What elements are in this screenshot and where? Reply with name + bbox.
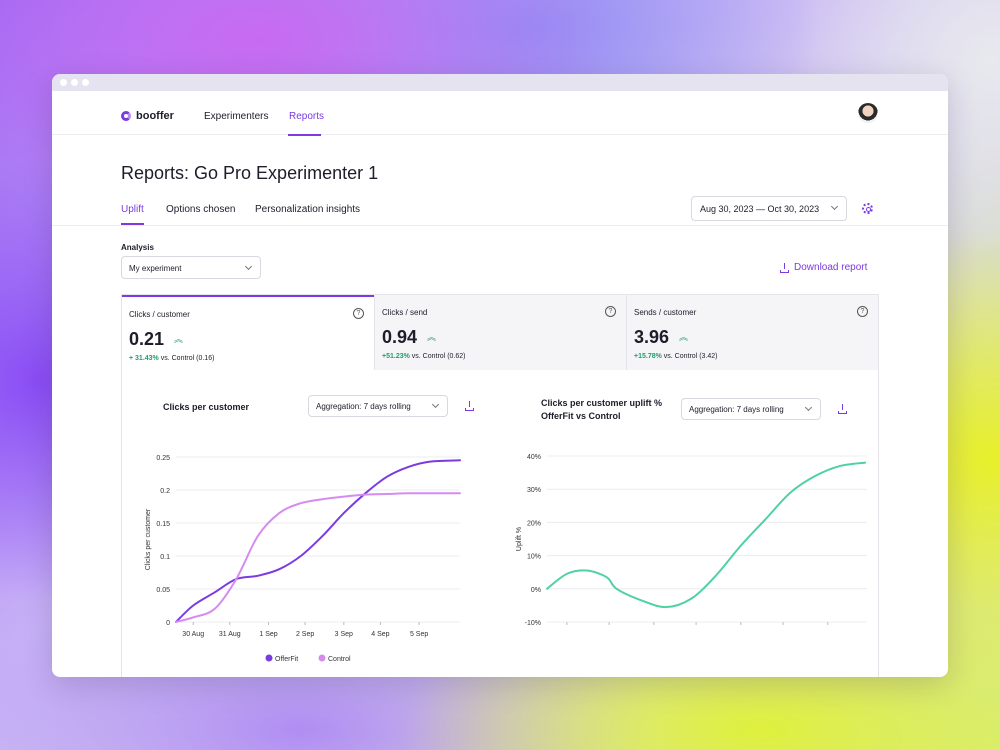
y-tick-label: 0.05	[156, 587, 170, 594]
chevron-down-icon	[830, 202, 839, 211]
y-tick-label: 10%	[527, 554, 541, 561]
y-tick-label: 0.2	[160, 488, 170, 495]
chevron-down-icon	[804, 403, 813, 412]
trend-up-icon: ︽	[679, 332, 689, 342]
metric-change-vs: vs. Control (0.16)	[160, 355, 215, 362]
logo-text: booffer	[136, 110, 174, 122]
metric-card-clicks-customer[interactable]: Clicks / customer ? 0.21 ︽ + 31.43% vs. …	[122, 295, 374, 370]
x-tick-label: 3 Sep	[335, 631, 353, 638]
window-dot[interactable]	[60, 79, 67, 86]
window-dot[interactable]	[82, 79, 89, 86]
y-tick-label: 0%	[531, 587, 541, 594]
metric-card-clicks-send[interactable]: Clicks / send ? 0.94 ︽ +51.23% vs. Contr…	[374, 295, 626, 370]
trend-up-icon: ︽	[427, 332, 437, 342]
help-icon[interactable]: ?	[605, 306, 616, 317]
metric-value: 3.96	[634, 327, 670, 347]
chevron-down-icon	[244, 262, 253, 271]
chart-title: Clicks per customer	[163, 402, 250, 412]
download-report-link[interactable]: Download report	[780, 262, 867, 273]
metric-title: Sends / customer	[634, 308, 697, 317]
metric-change: + 31.43% vs. Control (0.16)	[129, 355, 214, 362]
help-icon[interactable]: ?	[353, 308, 364, 319]
chevron-down-icon	[431, 400, 440, 409]
series-line-control	[175, 492, 461, 623]
y-tick-label: -10%	[525, 620, 541, 627]
metric-change: +15.78% vs. Control (3.42)	[634, 353, 717, 360]
metric-value: 0.21	[129, 329, 165, 349]
analysis-select[interactable]: My experiment	[121, 256, 261, 279]
metric-change-vs: vs. Control (0.62)	[411, 353, 466, 360]
tabs-divider	[52, 225, 948, 226]
x-tick-label: 4 Sep	[371, 631, 389, 638]
metric-cards: Clicks / customer ? 0.21 ︽ + 31.43% vs. …	[121, 294, 879, 370]
y-tick-label: 0	[166, 620, 170, 627]
y-tick-label: 20%	[527, 520, 541, 527]
tab-uplift[interactable]: Uplift	[121, 204, 144, 215]
aggregation-select[interactable]: Aggregation: 7 days rolling	[308, 395, 448, 417]
y-tick-label: 40%	[527, 454, 541, 461]
help-icon[interactable]: ?	[857, 306, 868, 317]
logo-icon	[121, 111, 131, 121]
y-axis-label: Uplift %	[516, 527, 523, 551]
y-tick-label: 0.15	[156, 521, 170, 528]
metric-change: +51.23% vs. Control (0.62)	[382, 353, 465, 360]
tab-active-indicator	[121, 223, 144, 225]
nav-link-reports[interactable]: Reports	[289, 111, 325, 122]
aggregation-value: Aggregation: 7 days rolling	[689, 405, 784, 414]
analysis-label: Analysis	[121, 243, 154, 252]
download-report-label: Download report	[794, 262, 868, 273]
nav-active-indicator	[288, 134, 321, 136]
date-range-value: Aug 30, 2023 — Oct 30, 2023	[700, 204, 820, 214]
browser-window: booffer Experimenters Reports Reports: G…	[52, 74, 948, 677]
tab-personalization-insights[interactable]: Personalization insights	[255, 204, 361, 215]
metric-change-pct: +51.23%	[382, 353, 410, 360]
legend-label: Control	[328, 656, 351, 663]
metric-title: Clicks / customer	[129, 310, 190, 319]
date-range-select[interactable]: Aug 30, 2023 — Oct 30, 2023	[691, 196, 847, 221]
metric-change-vs: vs. Control (3.42)	[663, 353, 718, 360]
aggregation-value: Aggregation: 7 days rolling	[316, 402, 411, 411]
chart-title: Clicks per customer uplift % OfferFit vs…	[541, 398, 663, 421]
x-tick-label: 31 Aug	[219, 631, 241, 638]
analysis-value: My experiment	[129, 264, 182, 273]
download-icon[interactable]	[465, 401, 474, 411]
top-nav: booffer Experimenters Reports	[52, 91, 948, 136]
download-icon	[780, 262, 789, 273]
x-tick-label: 2 Sep	[296, 631, 314, 638]
x-tick-label: 1 Sep	[259, 631, 277, 638]
avatar[interactable]	[858, 103, 878, 123]
series-line-offerfit	[175, 459, 461, 623]
charts-panel: Clicks per customer Aggregation: 7 days …	[121, 369, 879, 677]
legend-marker-control	[318, 654, 326, 662]
metric-change-pct: +15.78%	[634, 353, 662, 360]
tab-options-chosen[interactable]: Options chosen	[166, 204, 236, 215]
gear-icon[interactable]	[862, 203, 873, 214]
series-line-uplift	[546, 461, 867, 609]
legend-label: OfferFit	[275, 656, 298, 663]
metric-value: 0.94	[382, 327, 418, 347]
y-tick-label: 0.1	[160, 554, 170, 561]
logo[interactable]: booffer	[121, 110, 174, 122]
nav-link-experimenters[interactable]: Experimenters	[204, 111, 269, 122]
metric-card-sends-customer[interactable]: Sends / customer ? 3.96 ︽ +15.78% vs. Co…	[626, 295, 878, 370]
clicks-per-customer-chart: 0.25 0.2 0.15 0.1 0.05 0 30 Aug 31 Aug 1 Sep 2 Se…	[145, 455, 461, 663]
trend-up-icon: ︽	[174, 334, 184, 344]
x-tick-label: 30 Aug	[182, 631, 204, 638]
page-title: Reports: Go Pro Experimenter 1	[121, 163, 379, 183]
download-icon[interactable]	[838, 404, 847, 414]
legend-marker-offerfit	[265, 654, 273, 662]
y-axis-label: Clicks per customer	[145, 508, 152, 570]
aggregation-select[interactable]: Aggregation: 7 days rolling	[681, 398, 821, 420]
metric-change-pct: + 31.43%	[129, 355, 159, 362]
x-tick-label: 5 Sep	[410, 631, 428, 638]
window-dot[interactable]	[71, 79, 78, 86]
y-tick-label: 0.25	[156, 455, 170, 462]
y-tick-label: 30%	[527, 487, 541, 494]
title-bar	[52, 74, 948, 91]
metric-title: Clicks / send	[382, 308, 428, 317]
